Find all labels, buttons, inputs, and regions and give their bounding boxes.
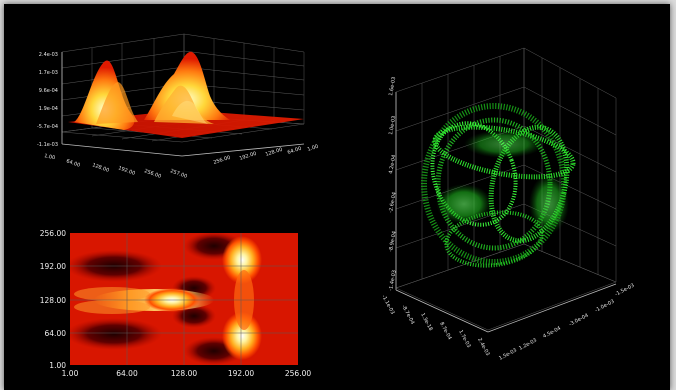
svg-text:1.5e-03: 1.5e-03 xyxy=(498,347,518,361)
scatter-plot-3d[interactable]: 1.6e-03 1.0e-03 4.2e-04 -2.6e-04 -8.9e-0… xyxy=(344,34,670,390)
scatter-axes xyxy=(395,92,617,333)
svg-text:-8.7e-04: -8.7e-04 xyxy=(400,304,415,325)
heatmap-canvas: 256.00 192.00 128.00 64.00 1.00 1.00 64.… xyxy=(40,229,312,378)
svg-text:256.00: 256.00 xyxy=(143,168,161,180)
svg-text:-1.1e-03: -1.1e-03 xyxy=(37,142,58,148)
svg-text:-8.9e-04: -8.9e-04 xyxy=(388,231,398,253)
svg-text:1.2e-03: 1.2e-03 xyxy=(518,337,538,351)
scatter-z-ticks: 1.6e-03 1.0e-03 4.2e-04 -2.6e-04 -8.9e-0… xyxy=(388,76,398,291)
svg-text:1.00: 1.00 xyxy=(307,144,319,153)
svg-text:1.9e-04: 1.9e-04 xyxy=(39,106,58,112)
surface-y-ticks: 256.00 192.00 128.00 64.00 1.00 xyxy=(213,144,319,166)
svg-text:9.6e-04: 9.6e-04 xyxy=(39,88,58,94)
svg-text:-1.1e-03: -1.1e-03 xyxy=(380,294,395,315)
svg-text:256.00: 256.00 xyxy=(213,155,231,166)
svg-text:64.00: 64.00 xyxy=(116,369,138,378)
svg-text:128.00: 128.00 xyxy=(91,162,109,174)
svg-text:2.4e-03: 2.4e-03 xyxy=(476,337,490,357)
surface-plot-canvas: 2.4e-03 1.7e-03 9.6e-04 1.9e-04 -5.7e-04… xyxy=(37,33,319,180)
svg-text:1.7e-03: 1.7e-03 xyxy=(39,70,58,76)
svg-text:64.00: 64.00 xyxy=(45,329,67,338)
svg-text:128.00: 128.00 xyxy=(40,296,66,305)
svg-text:4.2e-04: 4.2e-04 xyxy=(388,154,397,174)
svg-text:128.00: 128.00 xyxy=(265,147,283,158)
svg-text:64.00: 64.00 xyxy=(287,146,302,156)
scatter-back-wall-grid xyxy=(395,47,617,331)
svg-text:1.00: 1.00 xyxy=(49,361,66,370)
surface-z-ticks: 2.4e-03 1.7e-03 9.6e-04 1.9e-04 -5.7e-04… xyxy=(37,52,58,148)
svg-text:192.00: 192.00 xyxy=(40,262,66,271)
svg-text:8.7e-04: 8.7e-04 xyxy=(438,321,452,341)
scatter-plot-canvas: 1.6e-03 1.0e-03 4.2e-04 -2.6e-04 -8.9e-0… xyxy=(380,47,635,362)
svg-text:256.00: 256.00 xyxy=(40,229,66,238)
scatter-y-ticks: -1.5e-03 -1.0e-03 -3.0e-04 4.5e-04 1.2e-… xyxy=(498,283,635,362)
point-cloud xyxy=(421,103,576,268)
svg-text:257.00: 257.00 xyxy=(169,168,187,180)
svg-text:1.0e-03: 1.0e-03 xyxy=(388,115,397,135)
visualization-window: 2.4e-03 1.7e-03 9.6e-04 1.9e-04 -5.7e-04… xyxy=(4,4,670,390)
heatmap-image xyxy=(70,233,298,365)
svg-text:1.7e-03: 1.7e-03 xyxy=(457,329,471,349)
svg-text:1.3e-18: 1.3e-18 xyxy=(419,312,433,332)
svg-text:-2.6e-04: -2.6e-04 xyxy=(388,192,398,214)
svg-text:128.00: 128.00 xyxy=(171,369,197,378)
heatmap-y-ticks: 256.00 192.00 128.00 64.00 1.00 xyxy=(40,229,66,370)
svg-text:-1.5e-03: -1.5e-03 xyxy=(614,283,635,298)
svg-text:2.4e-03: 2.4e-03 xyxy=(39,52,58,58)
heatmap-x-ticks: 1.00 64.00 128.00 192.00 256.00 xyxy=(62,369,312,378)
surface-plot-3d[interactable]: 2.4e-03 1.7e-03 9.6e-04 1.9e-04 -5.7e-04… xyxy=(4,4,334,204)
svg-text:256.00: 256.00 xyxy=(285,369,311,378)
svg-text:4.5e-04: 4.5e-04 xyxy=(542,325,562,339)
svg-text:-1.0e-03: -1.0e-03 xyxy=(594,299,615,314)
svg-text:192.00: 192.00 xyxy=(117,165,135,177)
svg-text:1.6e-03: 1.6e-03 xyxy=(388,76,397,96)
heatmap-2d[interactable]: 256.00 192.00 128.00 64.00 1.00 1.00 64.… xyxy=(4,216,334,390)
svg-text:-1.4e-03: -1.4e-03 xyxy=(388,270,398,292)
svg-text:-3.0e-04: -3.0e-04 xyxy=(568,313,589,328)
svg-text:-5.7e-04: -5.7e-04 xyxy=(37,124,58,130)
svg-text:1.00: 1.00 xyxy=(62,369,79,378)
surface-axes xyxy=(61,52,305,157)
svg-text:1.00: 1.00 xyxy=(44,153,56,161)
svg-text:64.00: 64.00 xyxy=(65,158,81,169)
surface-mesh xyxy=(68,51,304,138)
svg-text:192.00: 192.00 xyxy=(239,151,257,162)
heatmap-grid xyxy=(70,233,298,365)
svg-text:192.00: 192.00 xyxy=(228,369,254,378)
surface-x-ticks: 1.00 64.00 128.00 192.00 256.00 257.00 xyxy=(44,153,188,180)
